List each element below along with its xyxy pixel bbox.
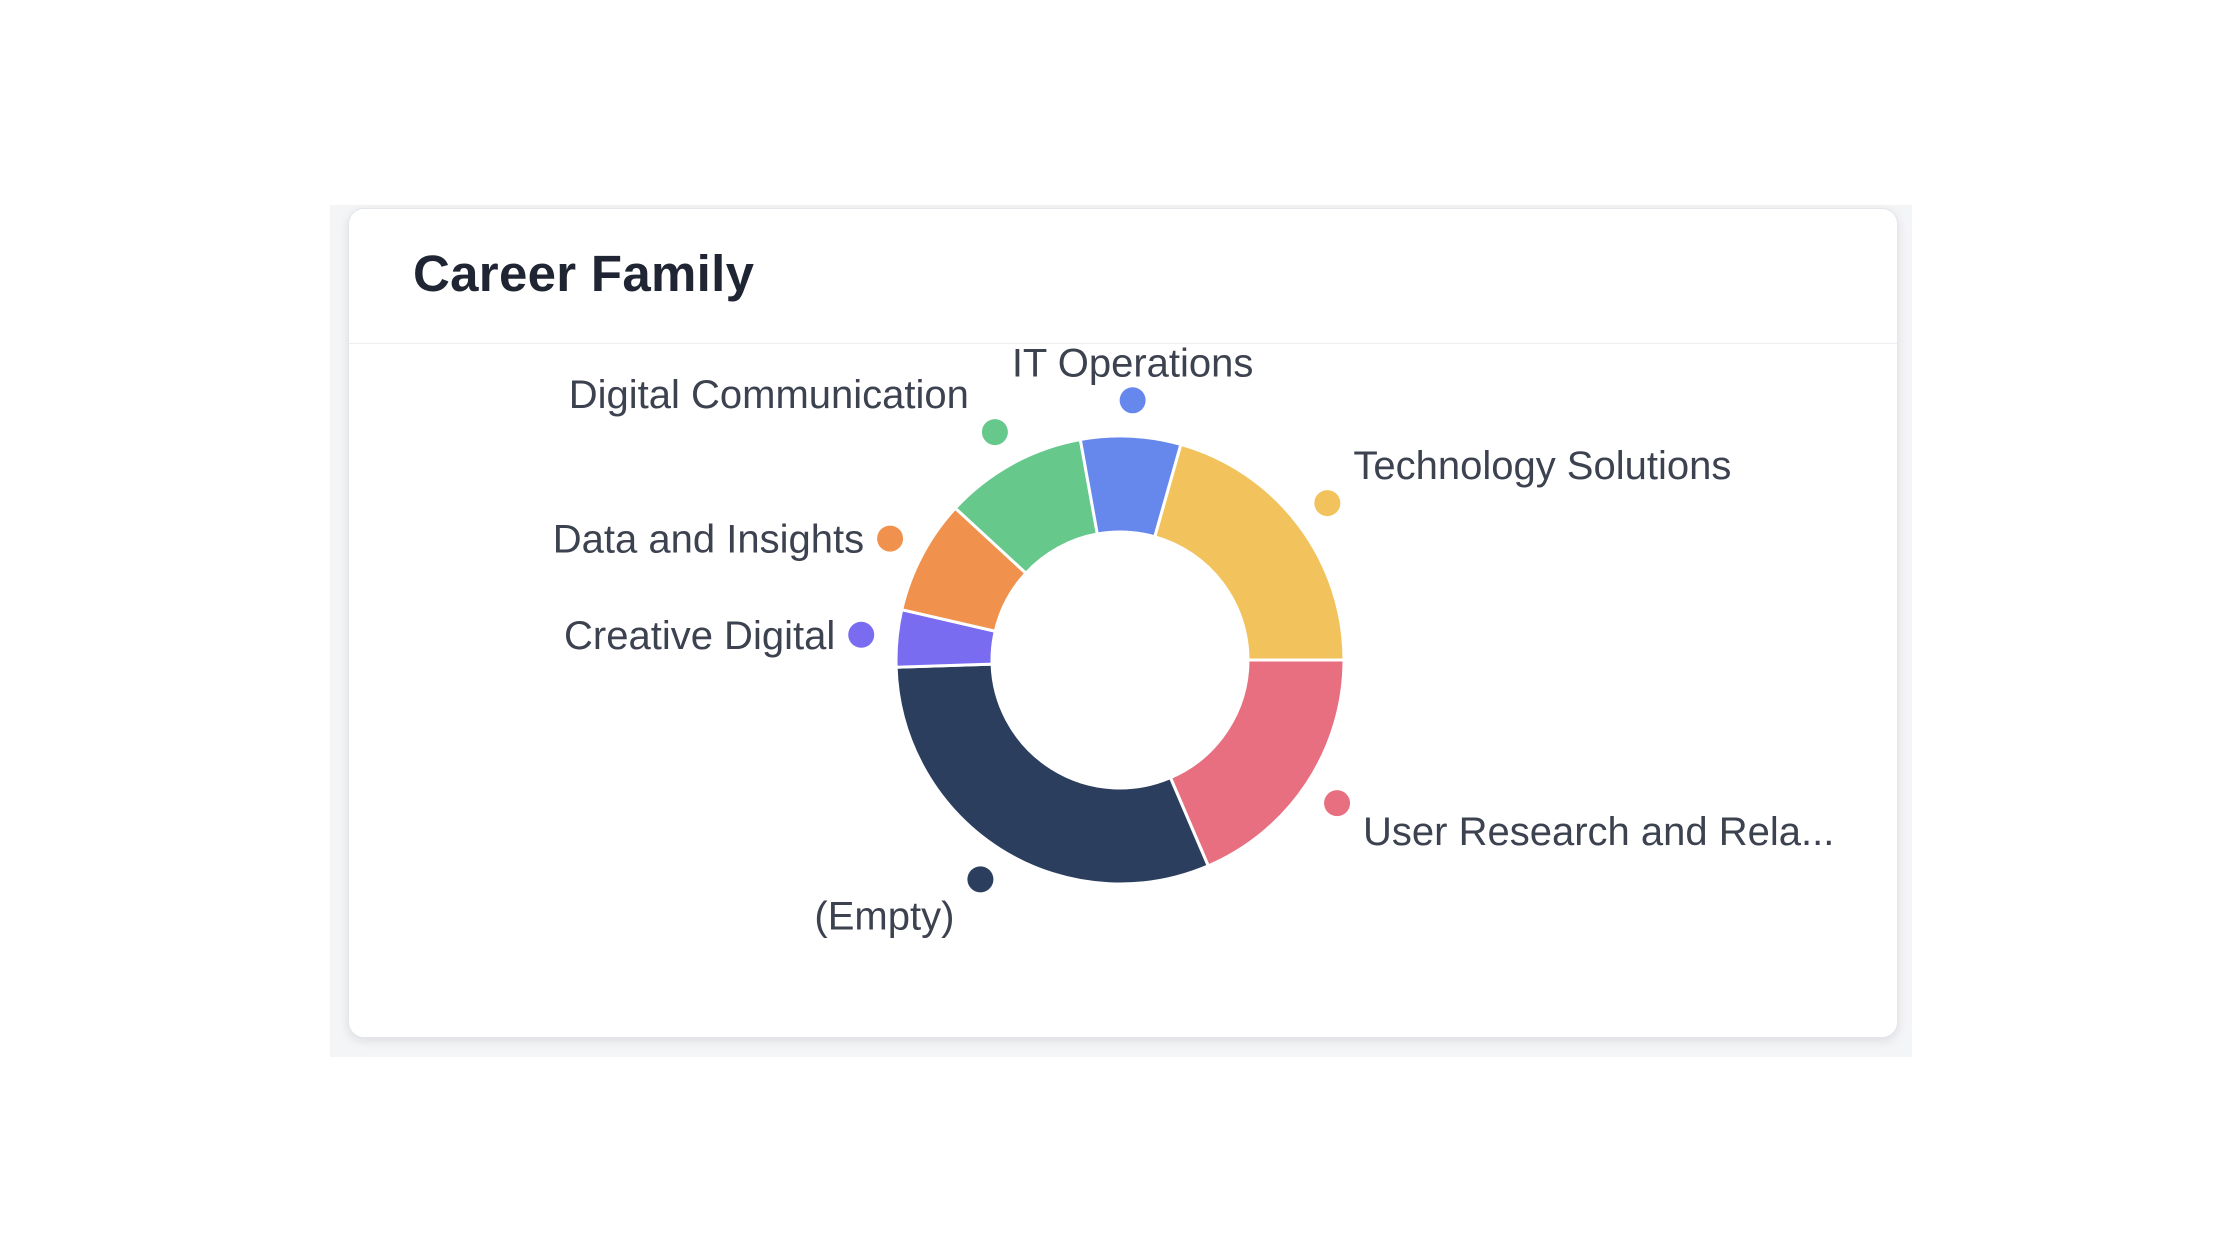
label-marker-empty [967,866,994,893]
career-family-card: Career Family [348,208,1898,1038]
slice-technology-solutions[interactable] [1152,442,1346,662]
label-marker-technology-solutions [1314,490,1341,517]
slice-empty[interactable] [894,662,1211,886]
label-marker-user-research-and-rela [1324,790,1351,817]
label-it-operations: IT Operations [1012,341,1254,385]
label-creative-digital: Creative Digital [564,614,835,658]
card-title: Career Family [413,245,755,302]
label-marker-digital-communication [981,419,1008,446]
label-empty: (Empty) [814,894,954,938]
label-digital-communication: Digital Communication [569,373,969,417]
label-marker-creative-digital [848,621,875,648]
label-data-and-insights: Data and Insights [553,518,864,562]
label-user-research-and-rela: User Research and Rela... [1363,810,1834,854]
label-marker-it-operations [1119,387,1146,414]
donut-slices [894,434,1346,886]
dashboard-background: Career Family [330,205,1912,1057]
donut-labels: User Research and Rela... (Empty) Creative… [553,341,1835,938]
slice-user-research-and-rela[interactable] [1168,658,1346,868]
label-technology-solutions: Technology Solutions [1353,444,1731,488]
card-header: Career Family [349,209,1897,344]
label-marker-data-and-insights [877,525,904,552]
